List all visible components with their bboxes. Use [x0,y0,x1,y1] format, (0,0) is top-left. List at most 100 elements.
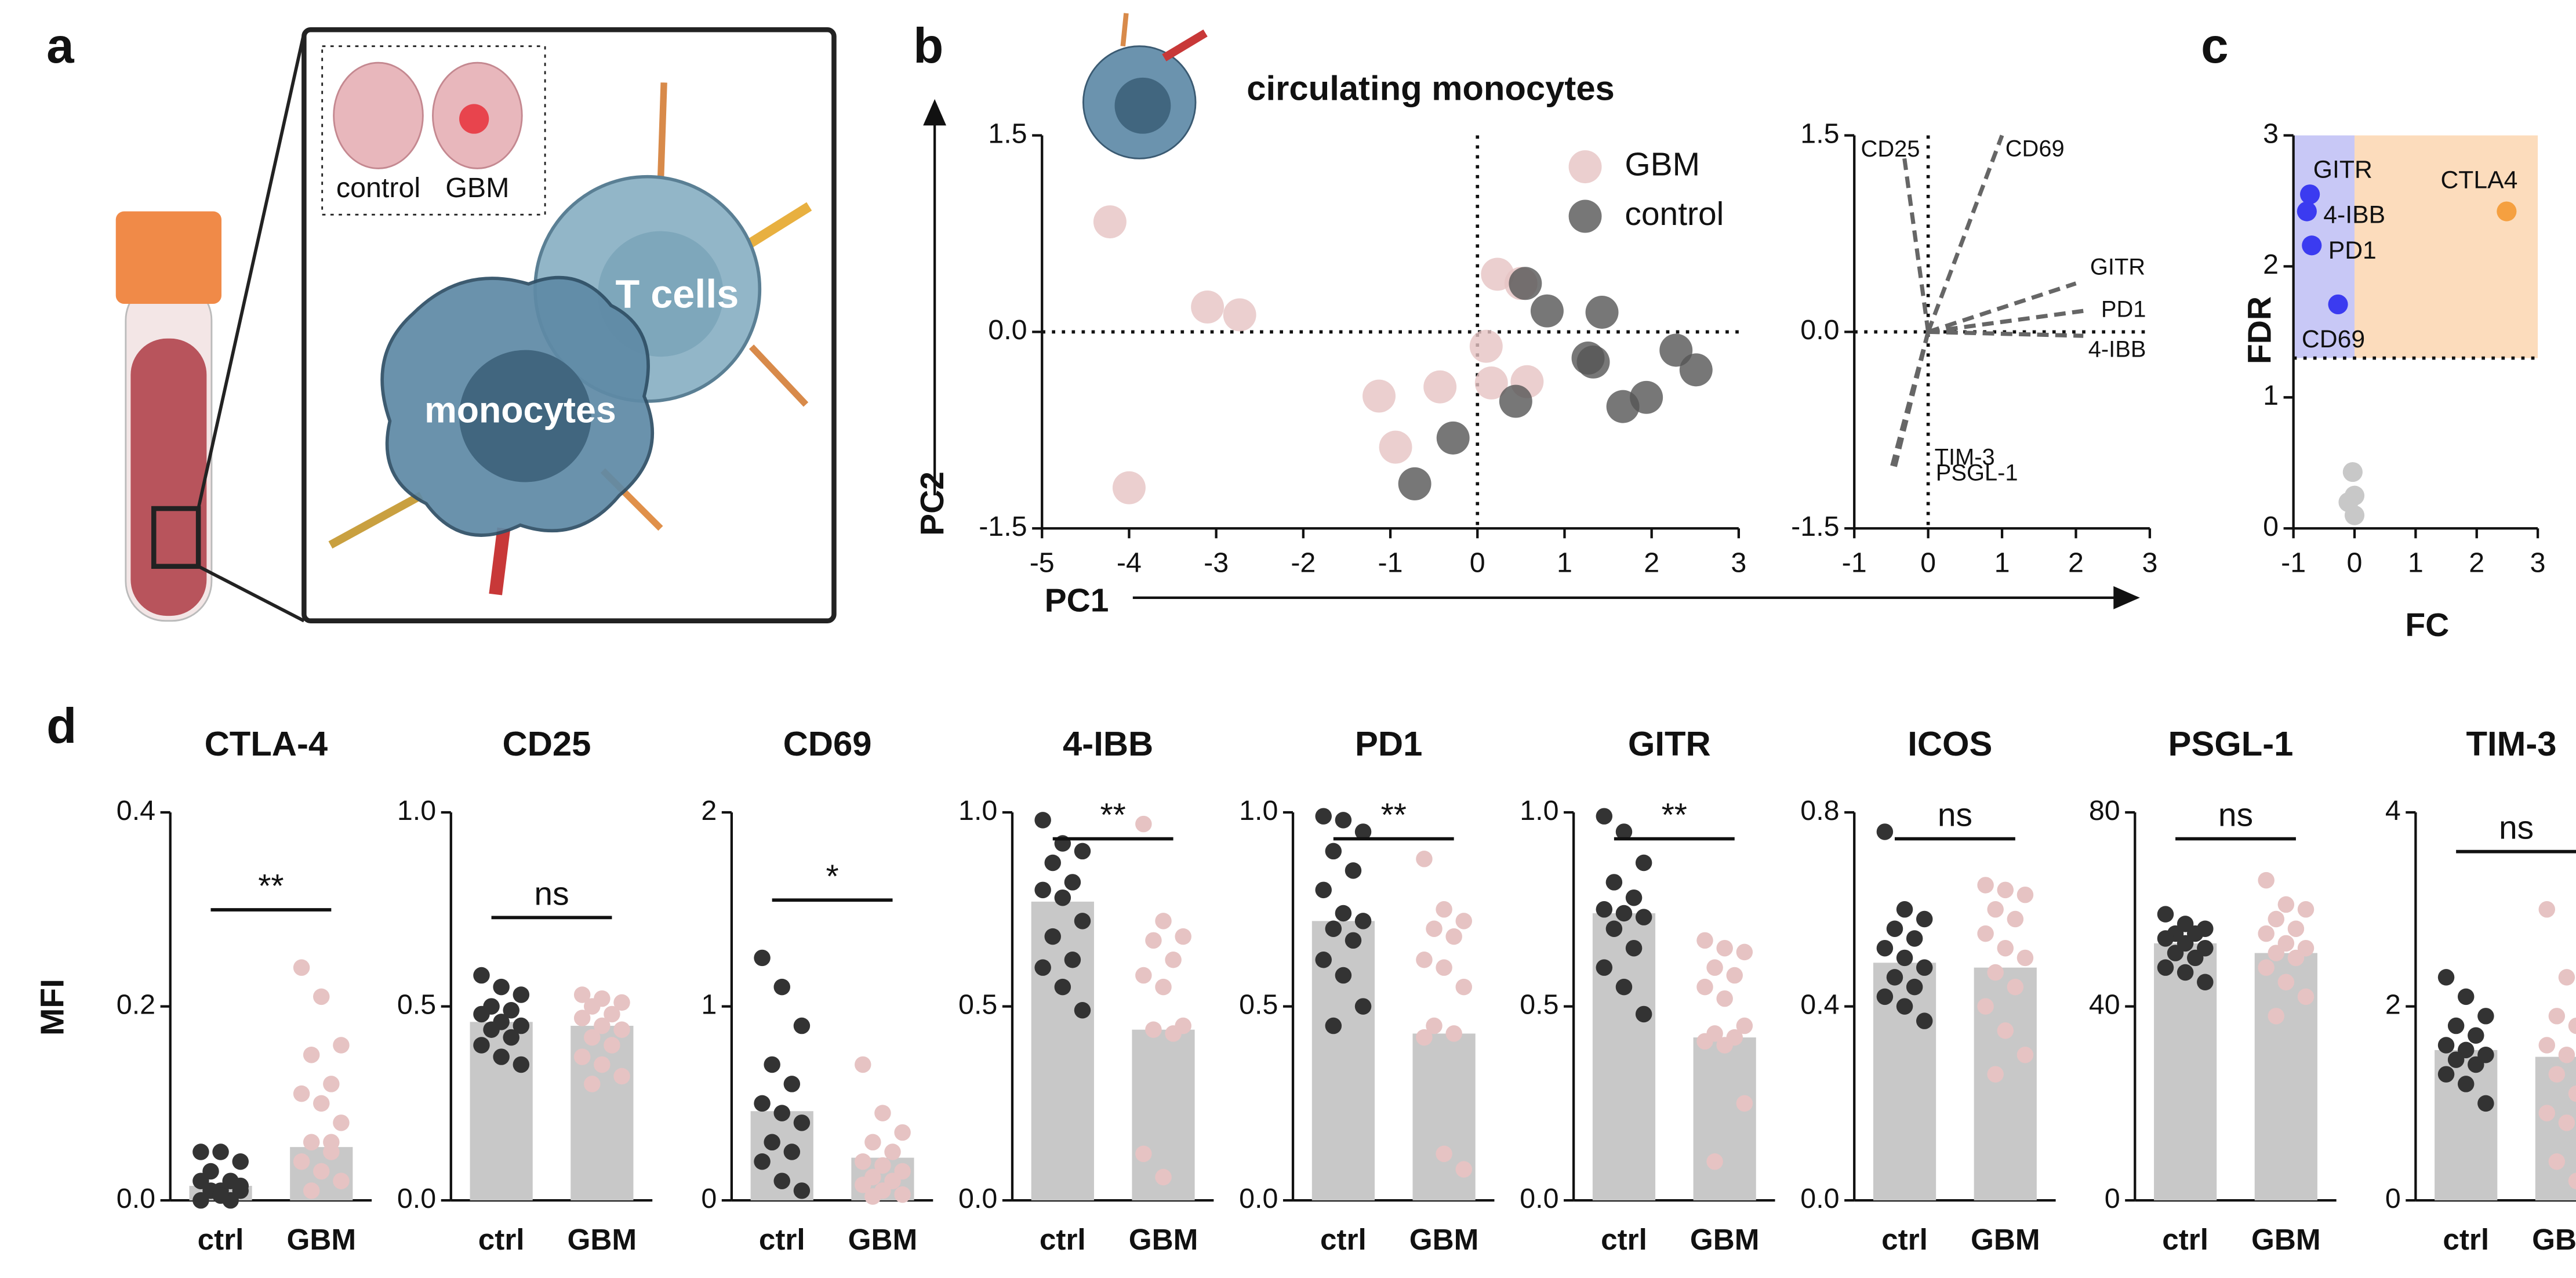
x-tick-label: GBM [2532,1223,2576,1256]
x-tick-label: ctrl [1601,1223,1647,1256]
point [1474,366,1508,400]
cell-label: T cells [616,273,739,317]
point [864,1134,881,1151]
point [1997,939,2014,957]
point [2447,1017,2465,1034]
panel-label: a [46,19,75,74]
x-tick-label: GBM [1129,1223,1198,1256]
bar [1031,901,1094,1201]
point-label: GITR [2313,156,2372,184]
significance-label: ns [534,875,569,912]
point [754,1095,771,1112]
point [1416,952,1433,968]
y-tick-label: 0 [2385,1183,2401,1214]
point [864,1188,881,1205]
point [1416,1029,1433,1046]
x-tick-label: -4 [1117,547,1142,579]
point [1379,430,1412,464]
point [894,1186,911,1203]
y-tick-label: -1.5 [979,511,1027,542]
point [1145,932,1162,949]
y-tick-label: 1 [701,989,717,1020]
receptor [1162,29,1208,61]
point [2157,930,2174,947]
point [604,1037,620,1054]
point [1726,967,1743,984]
point [1530,294,1564,328]
y-tick-label: 80 [2089,795,2120,826]
point [1034,881,1051,899]
point [1509,267,1542,300]
point [2538,1105,2555,1121]
significance-label: ** [1381,797,1407,834]
point [1916,959,1933,976]
point [1906,978,1923,996]
x-tick-label: 2 [2068,547,2084,579]
arrow-head [2113,586,2140,609]
point [1876,988,1894,1005]
point [513,1017,530,1034]
point [2157,959,2174,976]
x-tick-label: -2 [1291,547,1316,579]
cell-label: monocytes [424,390,616,430]
x-tick-label: 1 [1994,547,2010,579]
x-tick-label: 1 [1557,547,1572,579]
y-axis-label: PC2 [914,471,951,536]
chart-title: CD69 [783,724,872,763]
point [2007,910,2024,928]
point [1191,290,1225,324]
point [1436,959,1452,976]
point [1896,949,1913,967]
point [1315,808,1332,825]
point [1325,843,1342,860]
point [1054,889,1071,906]
point [573,986,591,1003]
point [783,1143,801,1160]
receptor [1120,13,1129,47]
receptor [489,527,511,596]
x-tick-label: GBM [1971,1223,2040,1256]
point [503,1002,519,1019]
point [1469,329,1503,363]
zoom-line [197,32,306,509]
point [333,1114,350,1131]
x-tick-label: 1 [2408,547,2424,579]
point [1155,1168,1172,1186]
point [2568,1172,2576,1189]
y-tick-label: 1 [2263,380,2279,411]
point [1977,998,1994,1015]
point [2538,1037,2555,1054]
significance-label: ** [1100,797,1125,834]
receptor [657,82,667,182]
point [773,978,790,996]
y-tick-label: 1.0 [397,795,436,826]
point [313,988,330,1005]
point [2268,910,2284,928]
panel-label: b [913,19,943,74]
point [293,1085,310,1102]
chart-title: TIM-3 [2466,724,2556,763]
point [303,1182,320,1199]
point [613,1068,630,1085]
significance-label: * [826,858,838,895]
region [2355,135,2538,358]
legend-marker [1568,199,1602,233]
point [2468,1027,2484,1044]
point [1630,380,1663,414]
point [2468,1056,2484,1073]
point [855,1177,871,1193]
y-tick-label: 0.5 [1239,989,1278,1020]
point [884,1143,901,1160]
point [2297,201,2317,222]
point [493,978,510,996]
point [1736,1017,1753,1034]
point [613,994,630,1011]
brain [333,61,424,169]
y-tick-label: 1.5 [1800,118,1839,149]
point [773,1105,790,1121]
significance-label: ns [1938,797,1972,834]
point [192,1143,209,1160]
point [1716,939,1733,957]
point [1354,913,1372,930]
